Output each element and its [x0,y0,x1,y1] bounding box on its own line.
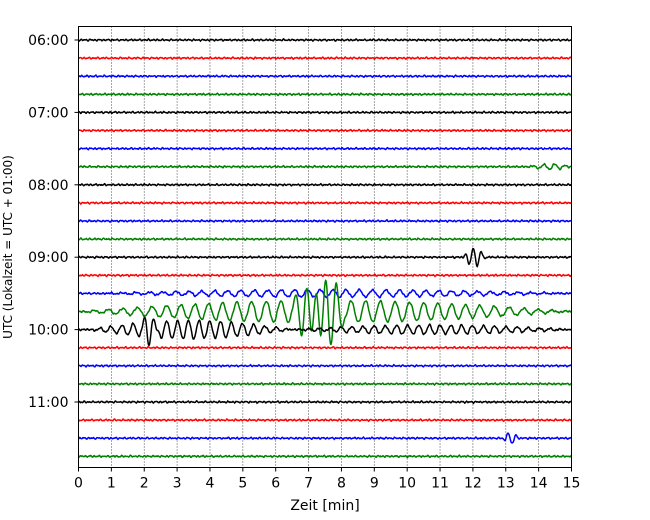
x-tick-label: 0 [74,476,83,492]
y-axis-label: UTC (Lokalzeit = UTC + 01:00) [1,155,15,339]
y-tick-label: 11:00 [28,395,68,411]
seismogram-trace [78,432,572,444]
y-tick-label: 09:00 [28,250,68,266]
seismogram-trace [77,237,572,242]
seismogram-trace [78,381,572,387]
x-tick-label: 6 [271,476,280,492]
y-tick-label: 08:00 [28,178,68,194]
plot-background [78,26,572,468]
x-tick-label: 11 [431,476,449,492]
y-tick-label: 06:00 [28,33,68,49]
x-axis-label: Zeit [min] [290,498,359,514]
x-tick-label: 10 [398,476,416,492]
y-tick-label: 07:00 [28,105,68,121]
y-axis-ticks: 06:00 07:00 08:00 09:00 10:00 11:00 [28,33,79,411]
seismogram-trace [77,37,573,43]
x-tick-label: 13 [497,476,515,492]
seismogram-trace [77,146,572,151]
seismogram-trace [78,182,572,188]
seismogram-trace [78,288,572,299]
seismogram-trace [78,92,573,97]
seismogram-trace [78,74,572,79]
x-tick-label: 7 [304,476,313,492]
x-tick-label: 5 [238,476,247,492]
seismogram-trace [78,399,572,405]
seismogram-trace [78,454,572,459]
seismogram-trace [78,162,572,171]
x-tick-label: 9 [370,476,379,492]
seismogram-trace [78,218,572,224]
x-tick-label: 14 [530,476,548,492]
x-tick-label: 2 [140,476,149,492]
x-tick-label: 15 [563,476,581,492]
seismogram-trace [78,55,572,61]
x-tick-label: 8 [337,476,346,492]
seismogram-trace [78,316,573,347]
seismogram-trace [77,417,573,423]
seismogram-trace [78,247,573,268]
seismogram-trace [77,345,573,350]
y-tick-label: 10:00 [28,323,68,339]
x-tick-label: 4 [206,476,215,492]
seismogram-trace [77,110,573,115]
seismogram-trace [77,363,572,368]
seismogram-trace [77,273,572,278]
x-tick-label: 12 [464,476,482,492]
seismogram-trace [78,200,572,206]
x-tick-label: 1 [107,476,116,492]
x-tick-label: 3 [173,476,182,492]
trace-group [77,37,573,459]
seismogram-trace [78,279,572,346]
x-axis-ticks: 0 1 2 3 4 5 6 7 8 9 10 11 12 13 14 15 [74,467,581,492]
plot-frame [78,26,572,468]
seismogram-trace [78,128,572,133]
